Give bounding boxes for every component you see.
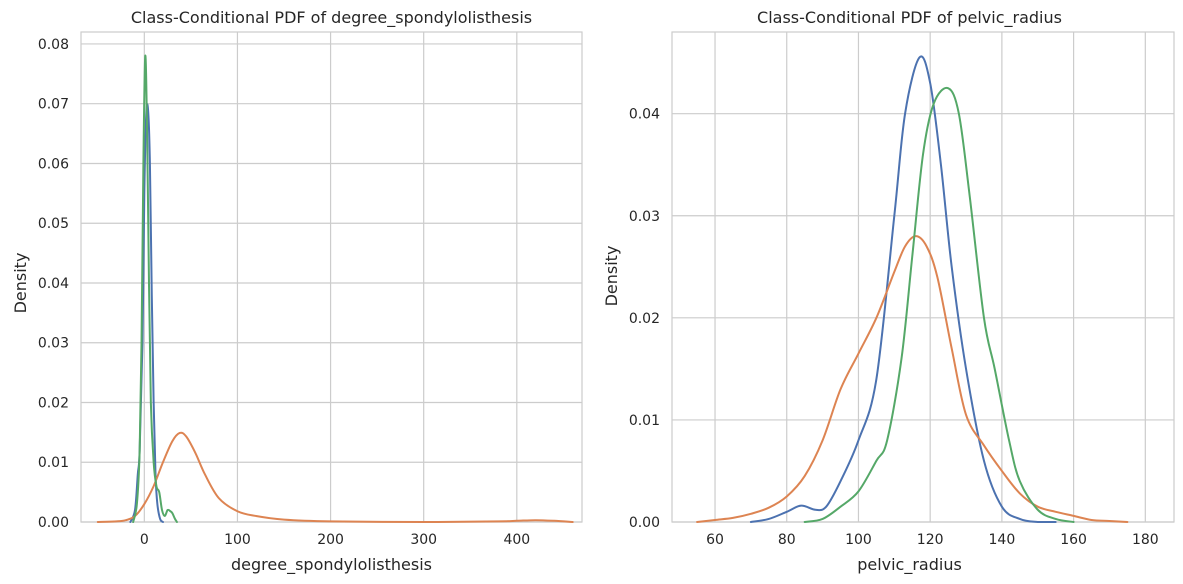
x-tick-label: 140 <box>989 532 1016 548</box>
x-tick-label: 200 <box>317 532 344 548</box>
y-tick-label: 0.00 <box>629 515 660 531</box>
x-tick-label: 300 <box>410 532 437 548</box>
series-line-2 <box>803 86 1075 523</box>
x-tick-label: 60 <box>706 532 724 548</box>
y-tick-label: 0.01 <box>629 413 660 429</box>
series-line-1 <box>696 235 1129 523</box>
y-tick-label: 0.02 <box>38 395 69 411</box>
y-tick-label: 0.06 <box>38 156 69 172</box>
y-tick-label: 0.05 <box>38 216 69 232</box>
series-line-2 <box>132 54 178 523</box>
y-axis-label: Density <box>602 246 621 307</box>
x-tick-label: 120 <box>917 532 944 548</box>
y-tick-label: 0.02 <box>629 311 660 327</box>
grid <box>81 32 582 523</box>
y-tick-label: 0.08 <box>38 37 69 53</box>
x-tick-label: 100 <box>224 532 251 548</box>
chart-degree-spondylolisthesis: Class-Conditional PDF of degree_spondylo… <box>11 8 583 575</box>
plot-frame <box>80 31 583 523</box>
x-tick-label: 100 <box>845 532 872 548</box>
plot-frame <box>671 31 1175 523</box>
y-tick-label: 0.03 <box>38 336 69 352</box>
x-tick-label: 0 <box>140 532 149 548</box>
y-axis-label: Density <box>11 253 30 314</box>
chart-title: Class-Conditional PDF of degree_spondylo… <box>131 8 532 28</box>
y-tick-label: 0.00 <box>38 515 69 531</box>
y-tick-label: 0.04 <box>629 107 660 123</box>
chart-title: Class-Conditional PDF of pelvic_radius <box>757 8 1062 28</box>
y-tick-label: 0.01 <box>38 455 69 471</box>
grid <box>672 32 1174 523</box>
y-tick-label: 0.03 <box>629 209 660 225</box>
series-line-1 <box>96 431 574 523</box>
y-tick-label: 0.04 <box>38 276 69 292</box>
x-tick-label: 400 <box>503 532 530 548</box>
y-tick-label: 0.07 <box>38 97 69 113</box>
series-line-0 <box>749 55 1057 523</box>
x-tick-label: 80 <box>778 532 796 548</box>
x-tick-label: 180 <box>1132 532 1159 548</box>
x-axis-label: degree_spondylolisthesis <box>231 555 432 575</box>
x-tick-label: 160 <box>1060 532 1087 548</box>
x-axis-label: pelvic_radius <box>857 555 962 575</box>
chart-pelvic-radius: Class-Conditional PDF of pelvic_radius p… <box>602 8 1175 575</box>
